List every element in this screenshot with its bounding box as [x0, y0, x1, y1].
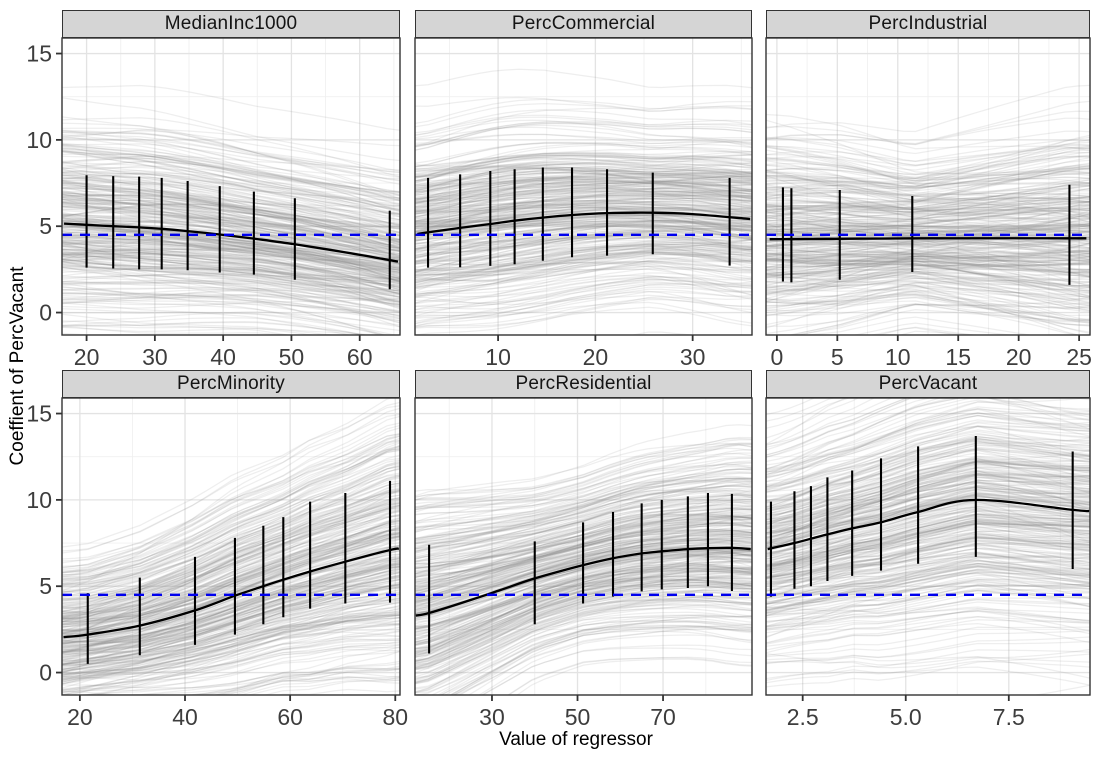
error-bars: [428, 492, 733, 654]
facet-strip-medianinc1000: MedianInc1000: [62, 10, 400, 38]
panel-percresidential: 30 50 70: [414, 397, 753, 730]
x-tick-label: 40: [210, 344, 236, 370]
mean-line: [767, 498, 1090, 551]
x-axis-ticks: 30 50 70: [479, 695, 676, 730]
y-axis-title: Coeffient of PercVacant: [7, 266, 28, 466]
x-tick-label: 20: [1006, 344, 1032, 370]
ensemble-lines: [766, 398, 1090, 695]
panel-border: [61, 397, 401, 696]
facet-title: PercIndustrial: [868, 13, 988, 34]
y-tick-label: 10: [26, 487, 52, 513]
x-tick-label: 10: [885, 344, 911, 370]
x-tick-label: 20: [67, 704, 93, 730]
panel-border: [61, 37, 401, 336]
x-tick-label: 10: [485, 344, 511, 370]
x-tick-label: 80: [382, 704, 408, 730]
facet-title: PercVacant: [878, 373, 978, 394]
x-axis-title: Value of regressor: [499, 729, 653, 750]
facet-strip-percindustrial: PercIndustrial: [766, 10, 1090, 38]
mean-line: [63, 222, 399, 263]
panel-border: [414, 37, 753, 336]
mean-line: [769, 237, 1087, 241]
facet-title: MedianInc1000: [164, 13, 298, 34]
facet-strip-percresidential: PercResidential: [415, 370, 752, 398]
error-bars: [86, 480, 392, 664]
x-tick-label: 60: [347, 344, 373, 370]
facet-title: PercCommercial: [511, 13, 656, 34]
x-axis-ticks: 10 20 30: [485, 335, 705, 370]
x-tick-label: 30: [142, 344, 168, 370]
facet-title: PercMinority: [177, 373, 285, 394]
facet-title: PercResidential: [515, 373, 652, 394]
panel-percvacant: 2.5 5.0 7.5: [765, 397, 1091, 730]
x-tick-label: 2.5: [787, 704, 819, 730]
mean-line: [63, 547, 400, 639]
facet-strip-percminority: PercMinority: [62, 370, 400, 398]
x-tick-label: 30: [479, 704, 505, 730]
x-tick-label: 60: [277, 704, 303, 730]
x-tick-label: 25: [1066, 344, 1092, 370]
x-tick-label: 20: [583, 344, 609, 370]
x-tick-label: 20: [74, 344, 100, 370]
x-axis-ticks: 20 40 60 80: [67, 695, 408, 730]
x-tick-label: 50: [279, 344, 305, 370]
y-axis-ticks: 0 5 10 15: [26, 41, 62, 326]
panel-border: [414, 397, 753, 696]
facet-strip-percvacant: PercVacant: [766, 370, 1090, 398]
panel-background: [415, 38, 752, 335]
gridlines: [766, 38, 1090, 335]
x-tick-label: 15: [945, 344, 971, 370]
y-tick-label: 0: [39, 660, 52, 686]
panel-medianinc1000: 20 30 40 50 60 0 5 10 15: [26, 37, 401, 370]
panel-border: [765, 397, 1091, 696]
x-tick-label: 0: [770, 344, 783, 370]
facet-strip-perccommercial: PercCommercial: [415, 10, 752, 38]
x-tick-label: 70: [650, 704, 676, 730]
panel-percindustrial: 0 5 10 15 20 25: [765, 37, 1092, 370]
x-tick-label: 7.5: [993, 704, 1025, 730]
y-tick-label: 10: [26, 127, 52, 153]
mean-line: [415, 546, 751, 617]
ensemble-lines: [415, 68, 752, 335]
ensemble-lines: [62, 398, 400, 695]
y-axis-ticks: 0 5 10 15: [26, 401, 62, 686]
gridlines: [766, 398, 1090, 695]
error-bars: [85, 175, 391, 290]
x-tick-label: 5.0: [890, 704, 922, 730]
gridlines: [415, 38, 752, 335]
mean-line: [417, 211, 751, 236]
panel-background: [62, 398, 400, 695]
panel-background: [62, 38, 400, 335]
x-tick-label: 50: [565, 704, 591, 730]
panel-percminority: 20 40 60 80 0 5 10 15: [26, 397, 408, 730]
x-axis-ticks: 20 30 40 50 60: [74, 335, 373, 370]
x-axis-ticks: 2.5 5.0 7.5: [787, 695, 1025, 730]
panel-perccommercial: 10 20 30: [414, 37, 753, 370]
x-tick-label: 40: [172, 704, 198, 730]
gridlines: [62, 398, 400, 695]
x-tick-label: 5: [831, 344, 844, 370]
ensemble-lines: [62, 84, 400, 335]
x-axis-ticks: 0 5 10 15 20 25: [770, 335, 1092, 370]
x-tick-label: 30: [680, 344, 706, 370]
y-tick-label: 0: [39, 300, 52, 326]
y-tick-label: 5: [39, 573, 52, 599]
y-tick-label: 15: [26, 401, 52, 427]
panel-background: [766, 398, 1090, 695]
panel-border: [765, 37, 1091, 336]
y-tick-label: 15: [26, 41, 52, 67]
gridlines: [62, 38, 400, 335]
y-tick-label: 5: [39, 213, 52, 239]
